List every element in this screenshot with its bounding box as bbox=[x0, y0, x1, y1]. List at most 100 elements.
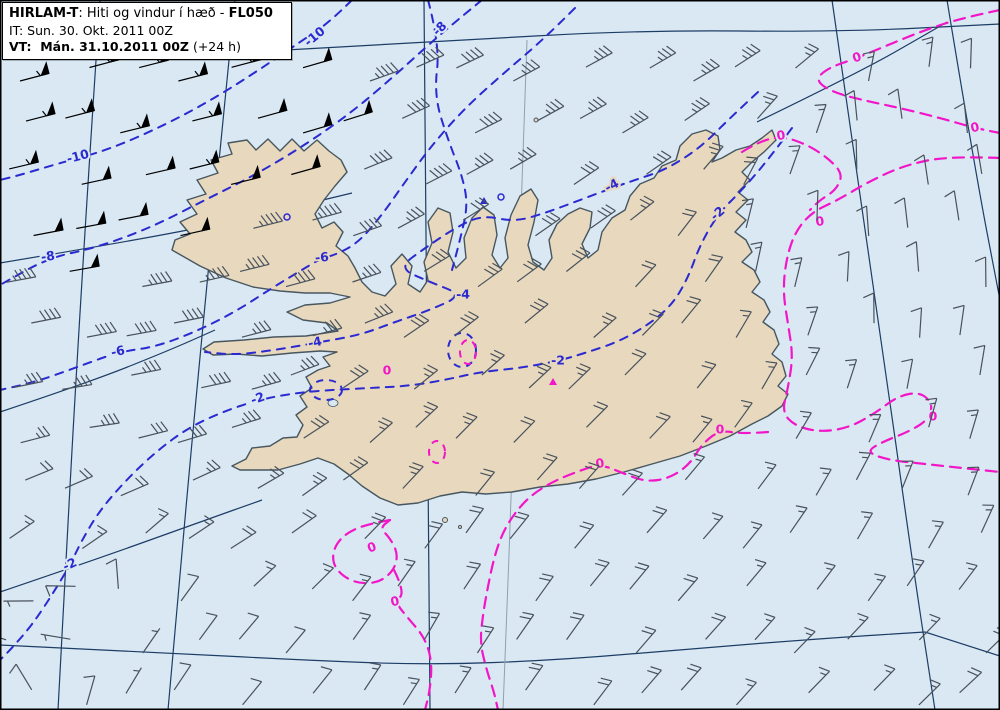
wind-barb bbox=[536, 453, 558, 481]
wind-barb bbox=[192, 459, 221, 481]
wind-barb bbox=[81, 524, 108, 549]
wind-barb bbox=[806, 306, 819, 336]
wind-barb bbox=[974, 256, 987, 288]
wind-barb bbox=[641, 666, 662, 694]
wind-barb bbox=[352, 263, 382, 283]
wind-barb bbox=[944, 190, 960, 221]
wind-barb bbox=[630, 195, 655, 221]
wind-barb bbox=[954, 102, 968, 134]
wind-barb bbox=[795, 43, 819, 69]
contour-label: 0 bbox=[716, 422, 725, 437]
map-title-description: : Hiti og vindur í hæð - bbox=[78, 6, 229, 21]
wind-barb bbox=[621, 468, 643, 496]
wind-barb bbox=[177, 424, 208, 444]
wind-barb bbox=[967, 466, 980, 496]
wind-barb bbox=[230, 525, 257, 549]
wind-barb bbox=[629, 562, 650, 590]
wind-barb bbox=[62, 374, 93, 390]
wind-barb bbox=[363, 662, 382, 691]
wind-barb bbox=[20, 425, 51, 444]
wind-barb bbox=[735, 309, 752, 338]
wind-barb bbox=[477, 262, 503, 288]
wind-barb bbox=[586, 401, 609, 428]
wind-barb bbox=[815, 467, 832, 496]
wind-barb bbox=[253, 560, 277, 587]
wind-barb bbox=[290, 355, 320, 376]
temperature-contour bbox=[0, 127, 793, 661]
wind-barb bbox=[855, 451, 871, 481]
wind-barb bbox=[901, 460, 914, 490]
contour-label: 0 bbox=[383, 363, 392, 378]
wind-barb bbox=[635, 260, 657, 288]
wind-barb bbox=[516, 611, 535, 640]
wind-barb bbox=[590, 204, 616, 229]
wind-barb bbox=[142, 271, 173, 288]
wind-barb bbox=[474, 111, 503, 134]
flight-level: FL050 bbox=[228, 6, 273, 21]
temperature-contour bbox=[0, 7, 576, 391]
temperature-contour bbox=[817, 8, 1000, 135]
wind-barb bbox=[257, 98, 288, 119]
temperature-contour bbox=[204, 91, 759, 356]
wind-barb bbox=[312, 666, 333, 694]
wind-barb bbox=[754, 613, 776, 641]
wind-barb bbox=[145, 507, 169, 534]
wind-barb bbox=[856, 511, 874, 540]
wind-barb bbox=[173, 307, 205, 324]
contour-label: -6 bbox=[314, 249, 329, 265]
init-time: IT: Sun. 30. Okt. 2011 00Z bbox=[9, 22, 173, 38]
wind-barb bbox=[807, 189, 819, 221]
wind-barb bbox=[285, 626, 306, 654]
wind-barb bbox=[285, 269, 316, 288]
wind-barb bbox=[291, 154, 321, 176]
wind-barb bbox=[81, 165, 112, 185]
wind-barb bbox=[201, 371, 232, 389]
wind-barb bbox=[566, 246, 591, 272]
model-name: HIRLAM-T bbox=[9, 6, 79, 21]
islet bbox=[458, 525, 462, 529]
wind-barb bbox=[887, 88, 903, 119]
wind-barb bbox=[808, 666, 830, 694]
wind-barb bbox=[188, 515, 215, 539]
wind-barb bbox=[454, 665, 472, 694]
wind-barb bbox=[416, 46, 445, 68]
wind-barb bbox=[466, 152, 494, 175]
wind-barb bbox=[973, 344, 986, 376]
wind-barb bbox=[456, 47, 484, 69]
wind-barb bbox=[481, 349, 505, 376]
wind-barb bbox=[120, 475, 149, 497]
wind-barb bbox=[705, 612, 727, 640]
wind-barb bbox=[528, 362, 552, 389]
temperature-contour bbox=[392, 568, 433, 710]
wind-barb bbox=[793, 626, 816, 654]
wind-barb bbox=[302, 47, 333, 69]
wind-barb bbox=[251, 371, 282, 390]
wind-barb bbox=[692, 415, 713, 443]
wind-barb bbox=[6, 267, 37, 283]
wind-barb bbox=[589, 558, 610, 587]
wind-barb bbox=[568, 363, 591, 390]
wind-barb bbox=[925, 397, 938, 428]
wind-barb bbox=[734, 399, 753, 428]
wind-barb bbox=[838, 250, 850, 282]
wind-barb bbox=[573, 161, 600, 185]
wind-barb bbox=[901, 358, 914, 389]
wind-barb bbox=[3, 600, 34, 607]
wind-barb bbox=[966, 143, 983, 174]
wind-barb bbox=[574, 521, 595, 549]
wind-barb bbox=[789, 505, 808, 534]
wind-barb bbox=[9, 149, 40, 170]
wind-barb bbox=[364, 512, 387, 540]
wind-barb bbox=[641, 309, 664, 336]
contour-label: -2 bbox=[551, 353, 565, 368]
wind-barb bbox=[189, 149, 220, 170]
temperature-contour bbox=[740, 136, 842, 212]
wind-barb bbox=[65, 98, 96, 119]
wind-barb bbox=[863, 292, 875, 324]
temperature-contour bbox=[0, 0, 353, 181]
wind-barb bbox=[145, 155, 176, 176]
wind-barb bbox=[89, 412, 120, 428]
wind-barb bbox=[178, 61, 209, 82]
temperature-contour-loop bbox=[309, 379, 343, 401]
